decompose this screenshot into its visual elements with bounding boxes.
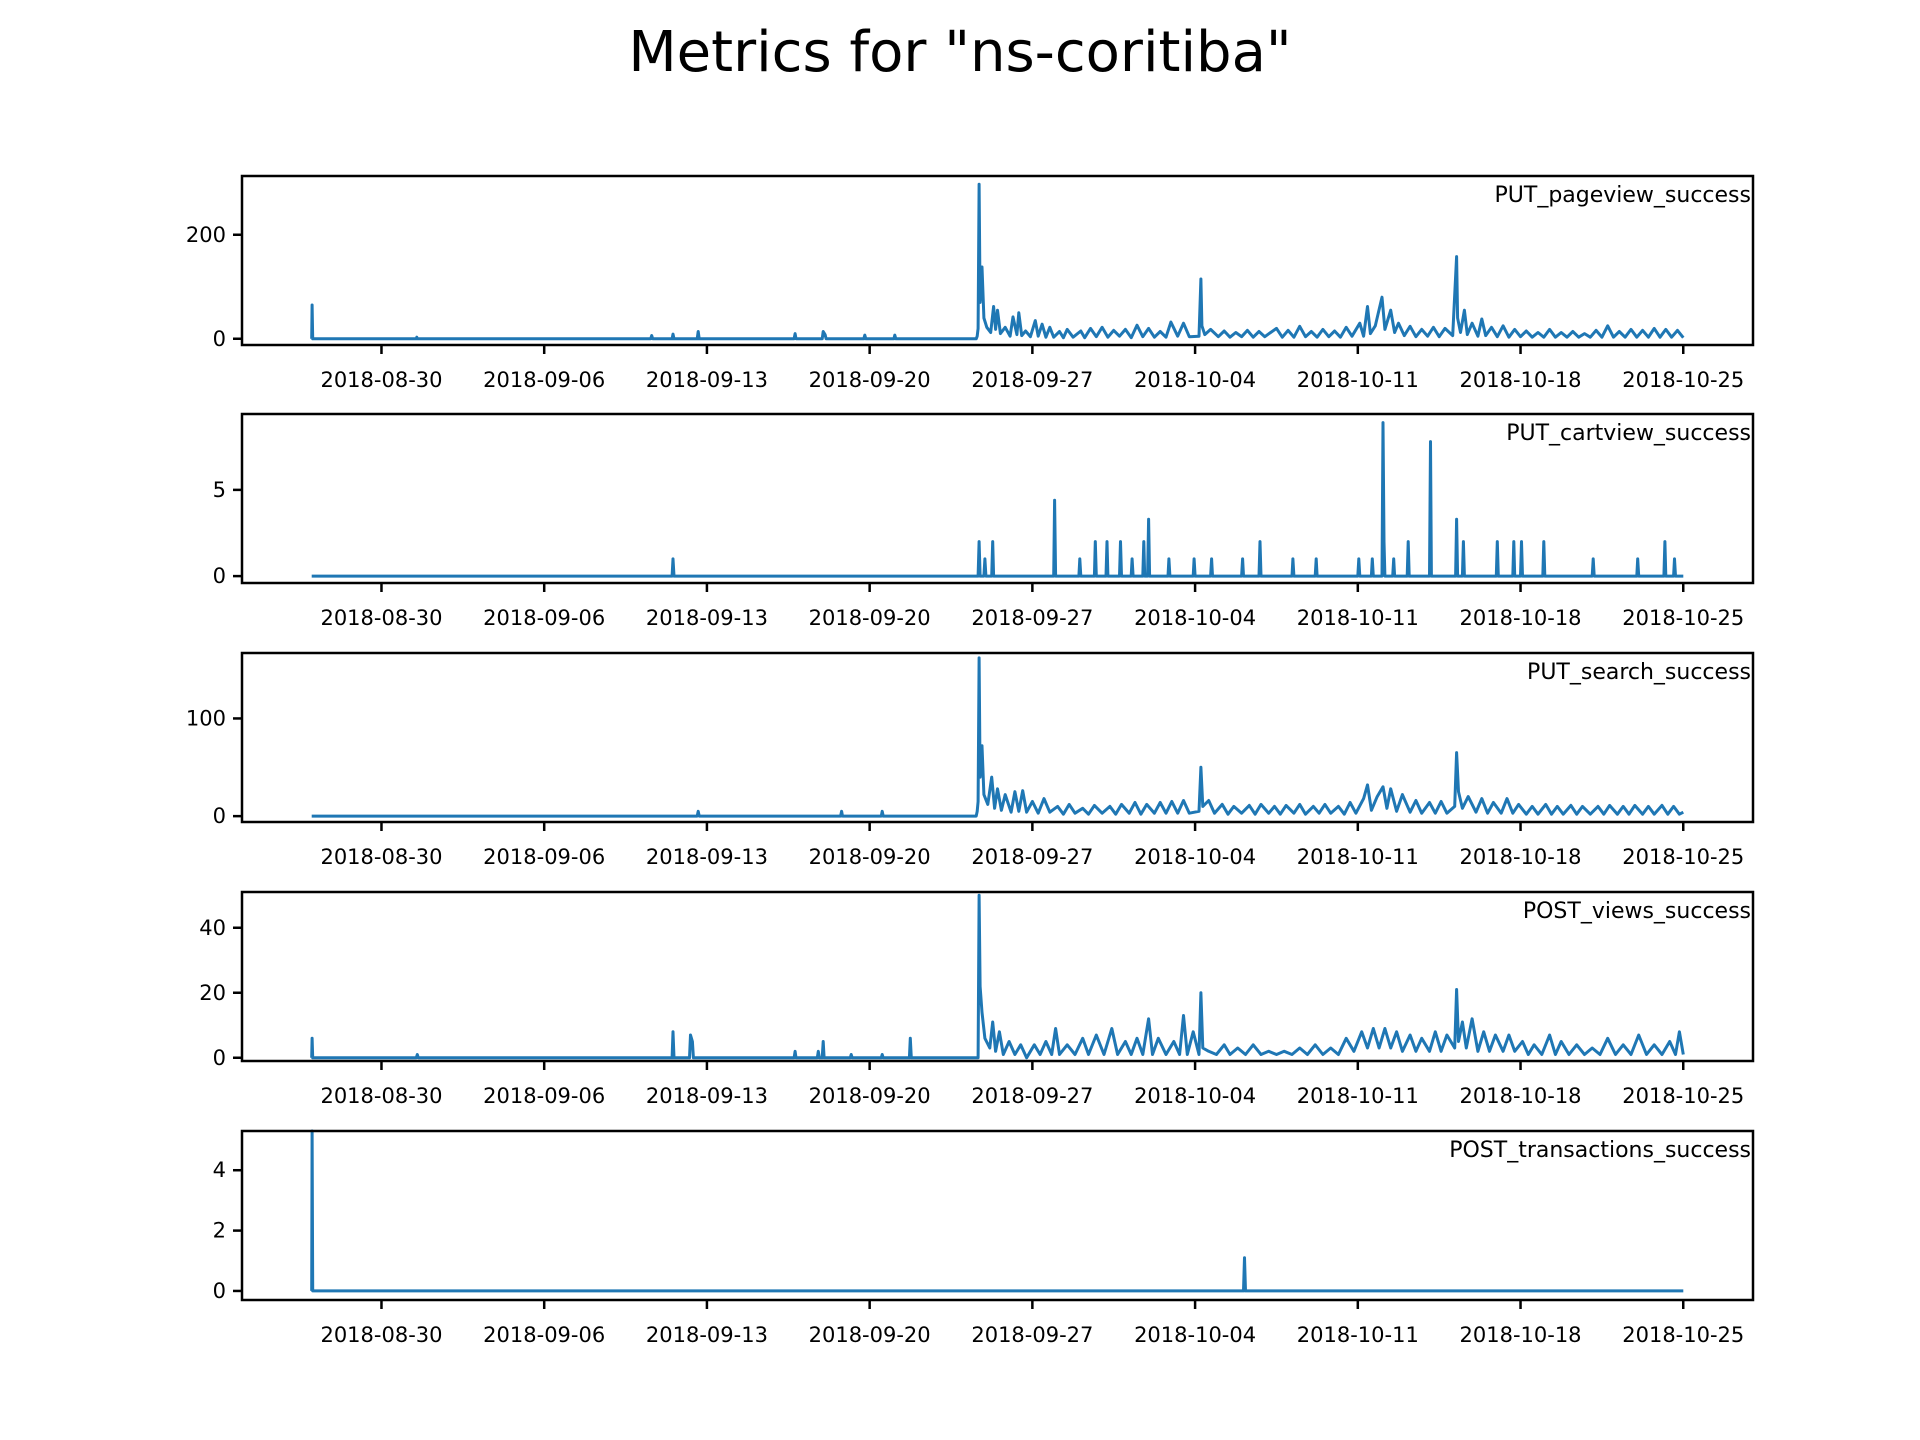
panel-label: POST_views_success bbox=[1523, 899, 1751, 924]
x-tick-label: 2018-09-20 bbox=[809, 845, 931, 869]
x-tick-label: 2018-09-13 bbox=[646, 845, 768, 869]
x-tick-label: 2018-10-04 bbox=[1134, 1084, 1256, 1108]
y-tick-label: 200 bbox=[186, 223, 226, 247]
series-line bbox=[310, 182, 1685, 341]
x-tick-label: 2018-09-13 bbox=[646, 368, 768, 392]
panel-label: PUT_search_success bbox=[1527, 660, 1751, 685]
x-tick-label: 2018-10-18 bbox=[1460, 1084, 1582, 1108]
x-tick-label: 2018-09-27 bbox=[971, 368, 1093, 392]
x-tick-label: 2018-10-25 bbox=[1622, 606, 1744, 630]
panel-label: PUT_cartview_success bbox=[1506, 421, 1751, 446]
y-tick-label: 4 bbox=[213, 1158, 226, 1182]
x-tick-label: 2018-10-18 bbox=[1460, 1323, 1582, 1347]
x-tick-label: 2018-08-30 bbox=[320, 1323, 442, 1347]
x-tick-label: 2018-10-18 bbox=[1460, 845, 1582, 869]
x-tick-label: 2018-10-18 bbox=[1460, 368, 1582, 392]
series-line bbox=[310, 893, 1685, 1060]
x-tick-label: 2018-10-04 bbox=[1134, 1323, 1256, 1347]
x-tick-label: 2018-09-13 bbox=[646, 606, 768, 630]
axes-frame bbox=[240, 174, 1755, 347]
axes-frame bbox=[240, 1129, 1755, 1302]
y-tick-label: 0 bbox=[213, 1279, 226, 1303]
x-tick-label: 2018-10-25 bbox=[1622, 368, 1744, 392]
panel-label: POST_transactions_success bbox=[1449, 1138, 1751, 1163]
x-tick-label: 2018-09-20 bbox=[809, 1084, 931, 1108]
y-tick-label: 5 bbox=[213, 478, 226, 502]
x-tick-label: 2018-10-04 bbox=[1134, 606, 1256, 630]
page-title: Metrics for "ns-coritiba" bbox=[628, 20, 1292, 85]
y-tick-label: 40 bbox=[199, 916, 226, 940]
x-tick-label: 2018-10-25 bbox=[1622, 845, 1744, 869]
panel-5: 0 2 4 2018-08-30 2018-09-06 2018-09-13 2018-09… bbox=[213, 1129, 1755, 1347]
x-tick-label: 2018-09-20 bbox=[809, 1323, 931, 1347]
x-tick-label: 2018-09-06 bbox=[483, 845, 605, 869]
x-tick-label: 2018-09-27 bbox=[971, 1323, 1093, 1347]
x-tick-label: 2018-09-06 bbox=[483, 368, 605, 392]
panel-4: 0 20 40 2018-08-30 2018-09-06 2018-09-13 2018-… bbox=[199, 890, 1755, 1108]
x-tick-label: 2018-10-25 bbox=[1622, 1323, 1744, 1347]
series-line bbox=[311, 656, 1684, 818]
x-tick-label: 2018-09-20 bbox=[809, 606, 931, 630]
y-tick-label: 2 bbox=[213, 1219, 226, 1243]
x-tick-label: 2018-10-04 bbox=[1134, 845, 1256, 869]
x-tick-label: 2018-09-13 bbox=[646, 1323, 768, 1347]
x-tick-label: 2018-10-25 bbox=[1622, 1084, 1744, 1108]
x-tick-label: 2018-10-11 bbox=[1297, 606, 1419, 630]
y-tick-label: 0 bbox=[213, 564, 226, 588]
panel-3: 0 100 2018-08-30 2018-09-06 2018-09-13 2018-0… bbox=[186, 651, 1755, 869]
x-tick-label: 2018-09-20 bbox=[809, 368, 931, 392]
x-tick-label: 2018-10-04 bbox=[1134, 368, 1256, 392]
panel-label: PUT_pageview_success bbox=[1495, 183, 1751, 208]
series-line bbox=[311, 421, 1684, 578]
x-tick-label: 2018-08-30 bbox=[320, 845, 442, 869]
y-tick-label: 100 bbox=[186, 706, 226, 730]
axes-frame bbox=[240, 412, 1755, 585]
panel-1: 0 200 2018-08-30 2018-09-06 2018-09-13 2018-0… bbox=[186, 174, 1755, 392]
x-tick-label: 2018-08-30 bbox=[320, 368, 442, 392]
x-tick-label: 2018-10-11 bbox=[1297, 845, 1419, 869]
axes-frame bbox=[240, 651, 1755, 824]
x-tick-label: 2018-09-27 bbox=[971, 606, 1093, 630]
y-tick-label: 20 bbox=[199, 981, 226, 1005]
y-tick-label: 0 bbox=[213, 1046, 226, 1070]
x-tick-label: 2018-09-27 bbox=[971, 1084, 1093, 1108]
x-tick-label: 2018-09-06 bbox=[483, 1323, 605, 1347]
x-tick-label: 2018-09-27 bbox=[971, 845, 1093, 869]
panel-2: 0 5 2018-08-30 2018-09-06 2018-09-13 2018-09-… bbox=[213, 412, 1755, 630]
x-tick-label: 2018-10-11 bbox=[1297, 1323, 1419, 1347]
x-tick-label: 2018-09-06 bbox=[483, 1084, 605, 1108]
x-tick-label: 2018-09-06 bbox=[483, 606, 605, 630]
y-tick-label: 0 bbox=[213, 327, 226, 351]
x-tick-label: 2018-08-30 bbox=[320, 606, 442, 630]
x-tick-label: 2018-09-13 bbox=[646, 1084, 768, 1108]
x-tick-label: 2018-10-18 bbox=[1460, 606, 1582, 630]
x-tick-label: 2018-08-30 bbox=[320, 1084, 442, 1108]
axes-frame bbox=[240, 890, 1755, 1063]
x-tick-label: 2018-10-11 bbox=[1297, 368, 1419, 392]
y-tick-label: 0 bbox=[213, 804, 226, 828]
x-tick-label: 2018-10-11 bbox=[1297, 1084, 1419, 1108]
